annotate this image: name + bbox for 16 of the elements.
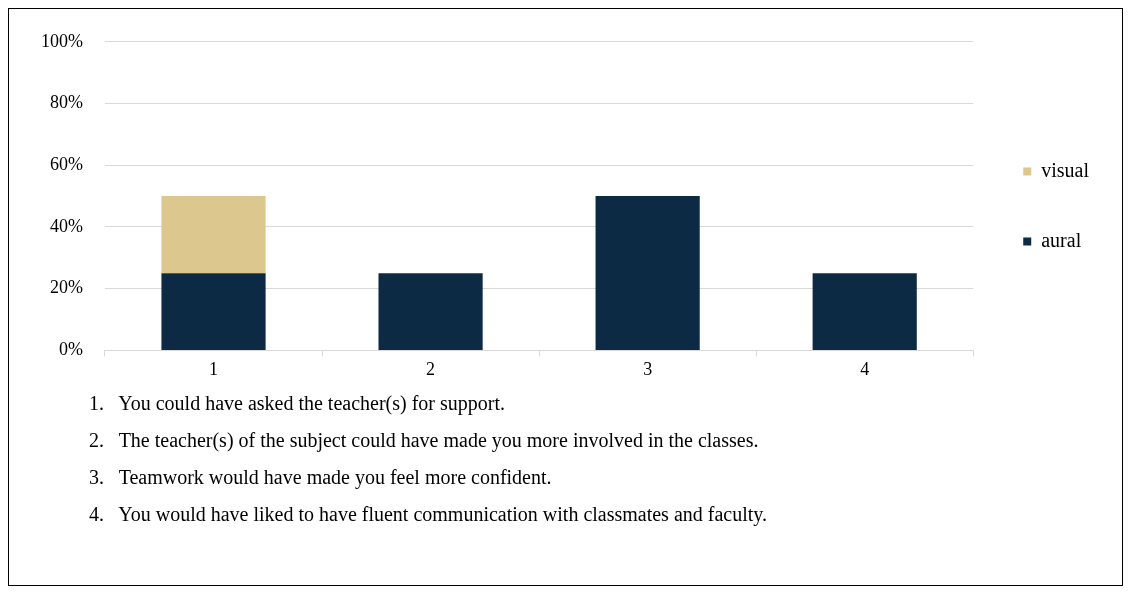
text: 3. Teamwork would have made you feel more confident. bbox=[89, 466, 553, 489]
text: 2. The teacher(s) of the subject could have made you more involved in the classes. bbox=[89, 429, 760, 452]
legend-label: aural bbox=[1041, 228, 1082, 251]
x-tick-label: 2 bbox=[426, 358, 436, 379]
y-tick-label: 100% bbox=[40, 30, 83, 51]
text: 1. You could have asked the teacher(s) for support. bbox=[89, 392, 506, 415]
x-tick-label: 3 bbox=[643, 358, 653, 379]
y-tick-label: 60% bbox=[49, 153, 83, 174]
y-tick-label: 80% bbox=[49, 92, 83, 113]
y-tick-label: 40% bbox=[49, 215, 83, 236]
x-tick-label: 1 bbox=[209, 358, 219, 379]
y-tick-label: 0% bbox=[58, 339, 83, 360]
y-tick-label: 20% bbox=[49, 277, 83, 298]
x-tick-label: 4 bbox=[860, 358, 870, 379]
text: 4. You would have liked to have fluent communication with classmates and faculty. bbox=[89, 503, 768, 526]
legend-label: visual bbox=[1041, 158, 1090, 181]
